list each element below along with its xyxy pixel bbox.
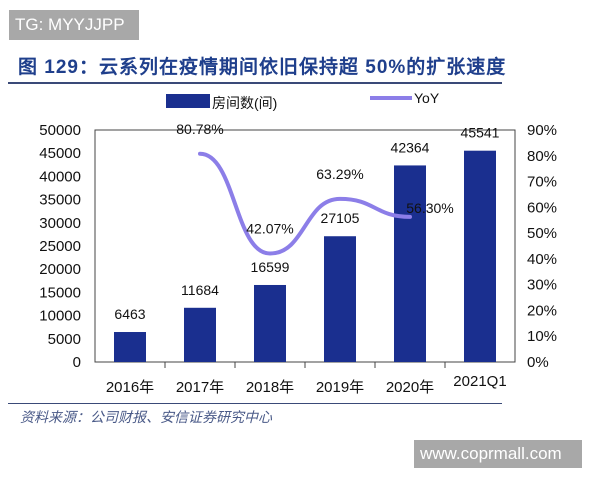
left-tick-label: 30000 bbox=[39, 215, 81, 232]
left-tick-label: 15000 bbox=[39, 284, 81, 301]
source-note: 资料来源：公司财报、安信证券研究中心 bbox=[20, 410, 272, 426]
right-tick-label: 40% bbox=[527, 251, 557, 268]
bar-data-label: 11684 bbox=[181, 282, 219, 298]
right-tick-label: 70% bbox=[527, 174, 557, 191]
right-tick-label: 10% bbox=[527, 328, 557, 345]
watermark-top: TG: MYYJJPP bbox=[9, 10, 139, 40]
bar-data-label: 27105 bbox=[321, 210, 360, 226]
yoy-data-label: 56.30% bbox=[406, 200, 453, 216]
left-tick-label: 10000 bbox=[39, 308, 81, 325]
legend-bar-label: 房间数(间) bbox=[212, 95, 277, 111]
bar-2020年 bbox=[394, 165, 426, 362]
left-tick-label: 5000 bbox=[48, 331, 81, 348]
right-tick-label: 30% bbox=[527, 277, 557, 294]
x-tick-label: 2018年 bbox=[246, 379, 294, 396]
legend-line-label: YoY bbox=[414, 90, 440, 106]
left-tick-label: 45000 bbox=[39, 145, 81, 162]
plot-frame bbox=[94, 129, 516, 363]
x-tick-label: 2021Q1 bbox=[453, 373, 506, 390]
yoy-data-label: 42.07% bbox=[246, 221, 293, 237]
bar-data-label: 45541 bbox=[461, 125, 500, 141]
x-tick-label: 2017年 bbox=[176, 379, 224, 396]
left-tick-label: 0 bbox=[73, 354, 81, 371]
legend: 房间数(间) YoY bbox=[166, 90, 440, 111]
bar-2019年 bbox=[324, 236, 356, 362]
bar-data-label: 6463 bbox=[114, 306, 145, 322]
left-tick-label: 50000 bbox=[39, 122, 81, 139]
bar-2018年 bbox=[254, 284, 286, 362]
watermark-bottom: www.coprmall.com bbox=[414, 440, 582, 468]
yoy-data-label: 63.29% bbox=[316, 166, 363, 182]
x-tick-label: 2016年 bbox=[106, 379, 154, 396]
right-tick-label: 90% bbox=[527, 122, 557, 139]
left-tick-label: 40000 bbox=[39, 168, 81, 185]
right-tick-label: 0% bbox=[527, 354, 549, 371]
left-tick-label: 35000 bbox=[39, 192, 81, 209]
bar-2021Q1 bbox=[464, 150, 496, 362]
x-tick-label: 2019年 bbox=[316, 379, 364, 396]
x-tick-label: 2020年 bbox=[386, 379, 434, 396]
right-tick-label: 20% bbox=[527, 302, 557, 319]
yoy-data-label: 80.78% bbox=[176, 121, 223, 137]
right-tick-label: 50% bbox=[527, 225, 557, 242]
bar-data-label: 42364 bbox=[391, 139, 430, 155]
title-divider bbox=[8, 82, 502, 84]
bar-2017年 bbox=[184, 307, 216, 362]
footer-divider bbox=[8, 403, 502, 404]
left-tick-label: 20000 bbox=[39, 261, 81, 278]
yoy-line bbox=[198, 151, 412, 256]
legend-bar-swatch bbox=[166, 94, 210, 108]
chart-title: 图 129：云系列在疫情期间依旧保持超 50%的扩张速度 bbox=[18, 57, 507, 78]
bar-2016年 bbox=[114, 332, 146, 362]
right-tick-label: 60% bbox=[527, 199, 557, 216]
left-tick-label: 25000 bbox=[39, 238, 81, 255]
right-tick-label: 80% bbox=[527, 148, 557, 165]
bar-data-label: 16599 bbox=[251, 259, 290, 275]
